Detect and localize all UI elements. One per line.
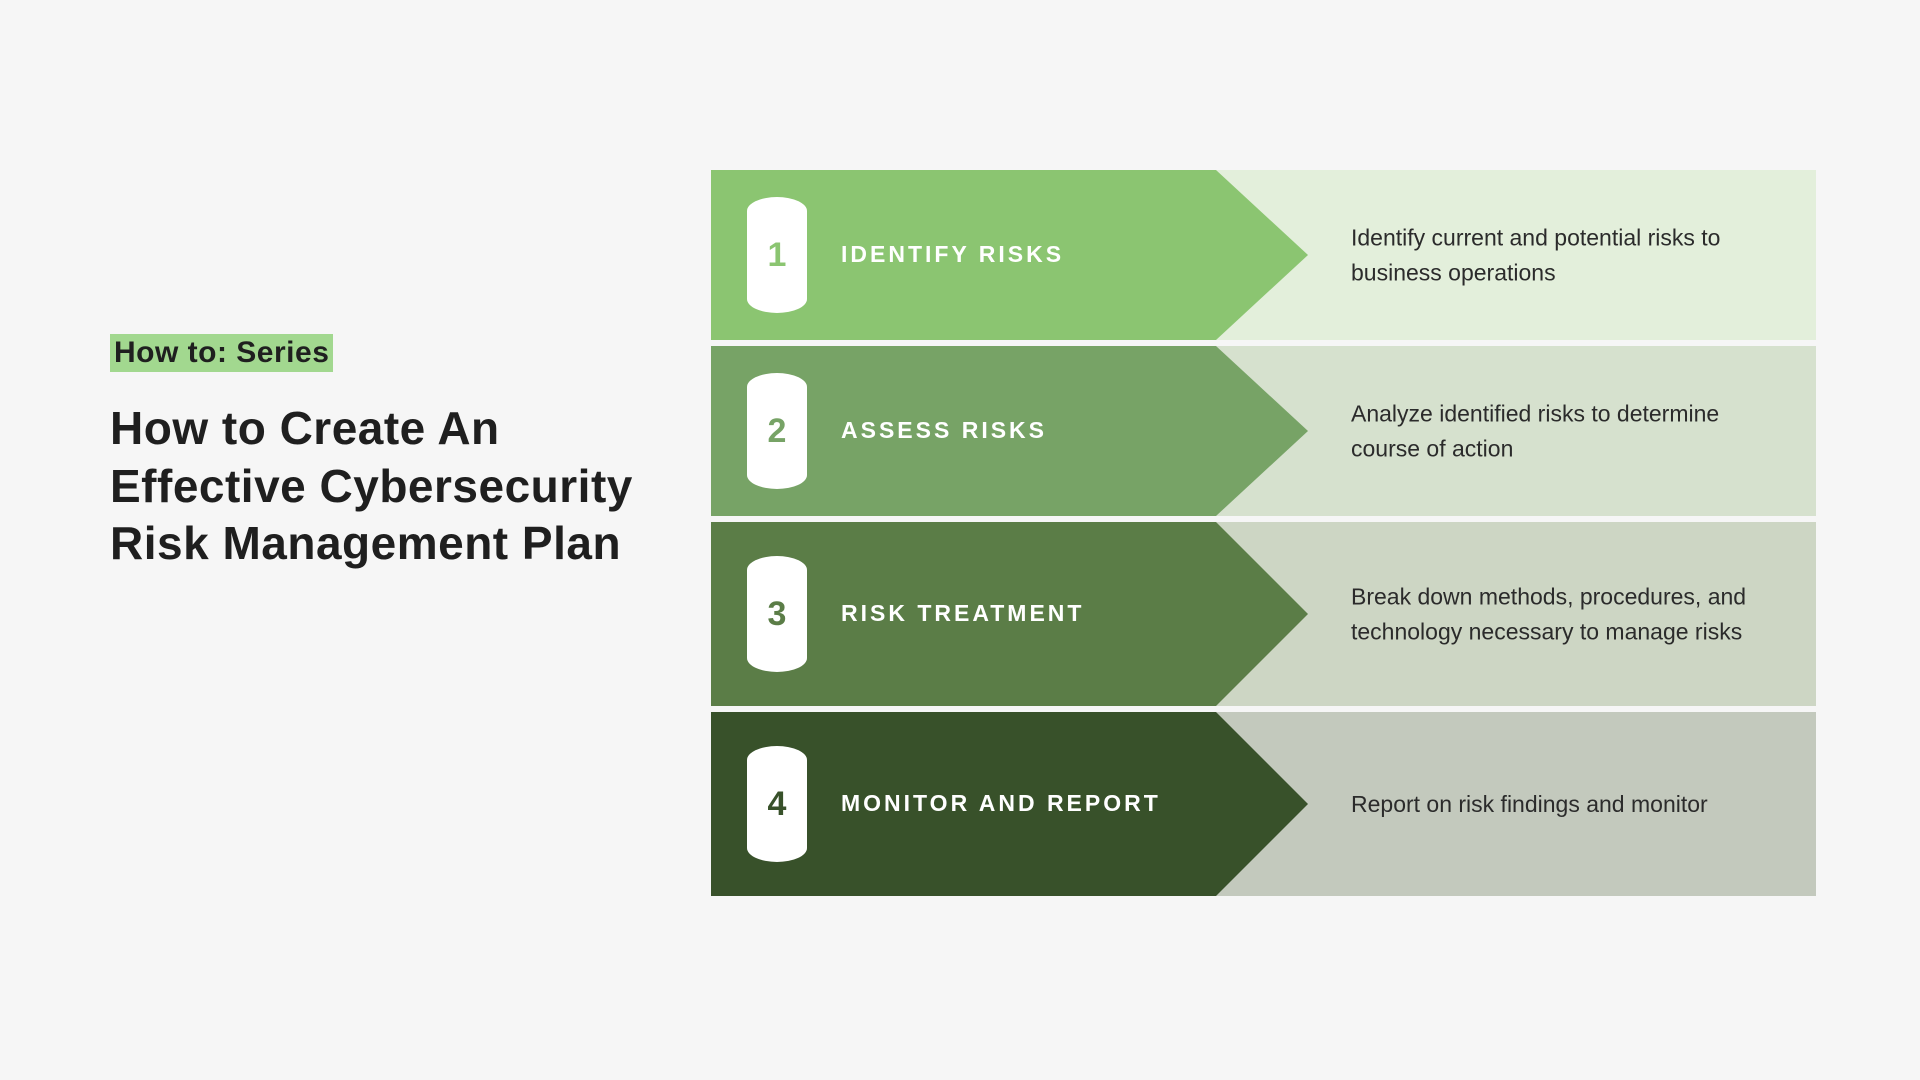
step-title: MONITOR AND REPORT <box>841 788 1161 819</box>
step-arrow-tip <box>1216 170 1311 340</box>
step-row: 4 MONITOR AND REPORT Report on risk findin… <box>711 712 1816 896</box>
step-number: 4 <box>768 785 787 824</box>
step-title: RISK TREATMENT <box>841 598 1084 629</box>
step-row: 2 ASSESS RISKS Analyze identified risks to… <box>711 346 1816 516</box>
step-title: ASSESS RISKS <box>841 415 1047 446</box>
step-number: 1 <box>768 236 787 275</box>
step-description: Report on risk findings and monitor <box>1351 787 1776 822</box>
steps-panel: 1 IDENTIFY RISKS Identify current and pote… <box>711 170 1816 896</box>
step-number-cylinder: 1 <box>747 197 807 313</box>
step-row: 1 IDENTIFY RISKS Identify current and pote… <box>711 170 1816 340</box>
step-arrow: 4 MONITOR AND REPORT <box>711 712 1216 896</box>
step-number-cylinder: 2 <box>747 373 807 489</box>
step-arrow: 2 ASSESS RISKS <box>711 346 1216 516</box>
step-arrow-tip <box>1216 522 1311 706</box>
step-arrow-tip <box>1216 712 1311 896</box>
step-number: 2 <box>768 412 787 451</box>
series-label: How to: Series <box>110 334 333 372</box>
step-arrow-tip <box>1216 346 1311 516</box>
page-title: How to Create An Effective Cybersecurity… <box>110 400 640 573</box>
step-title: IDENTIFY RISKS <box>841 239 1064 270</box>
step-arrow: 3 RISK TREATMENT <box>711 522 1216 706</box>
left-column: How to: Series How to Create An Effectiv… <box>110 334 640 573</box>
step-row: 3 RISK TREATMENT Break down methods, proce… <box>711 522 1816 706</box>
step-description: Analyze identified risks to determine co… <box>1351 397 1776 466</box>
step-arrow: 1 IDENTIFY RISKS <box>711 170 1216 340</box>
step-description: Break down methods, procedures, and tech… <box>1351 580 1776 649</box>
step-number-cylinder: 3 <box>747 556 807 672</box>
step-number: 3 <box>768 595 787 634</box>
step-description: Identify current and potential risks to … <box>1351 221 1776 290</box>
step-number-cylinder: 4 <box>747 746 807 862</box>
